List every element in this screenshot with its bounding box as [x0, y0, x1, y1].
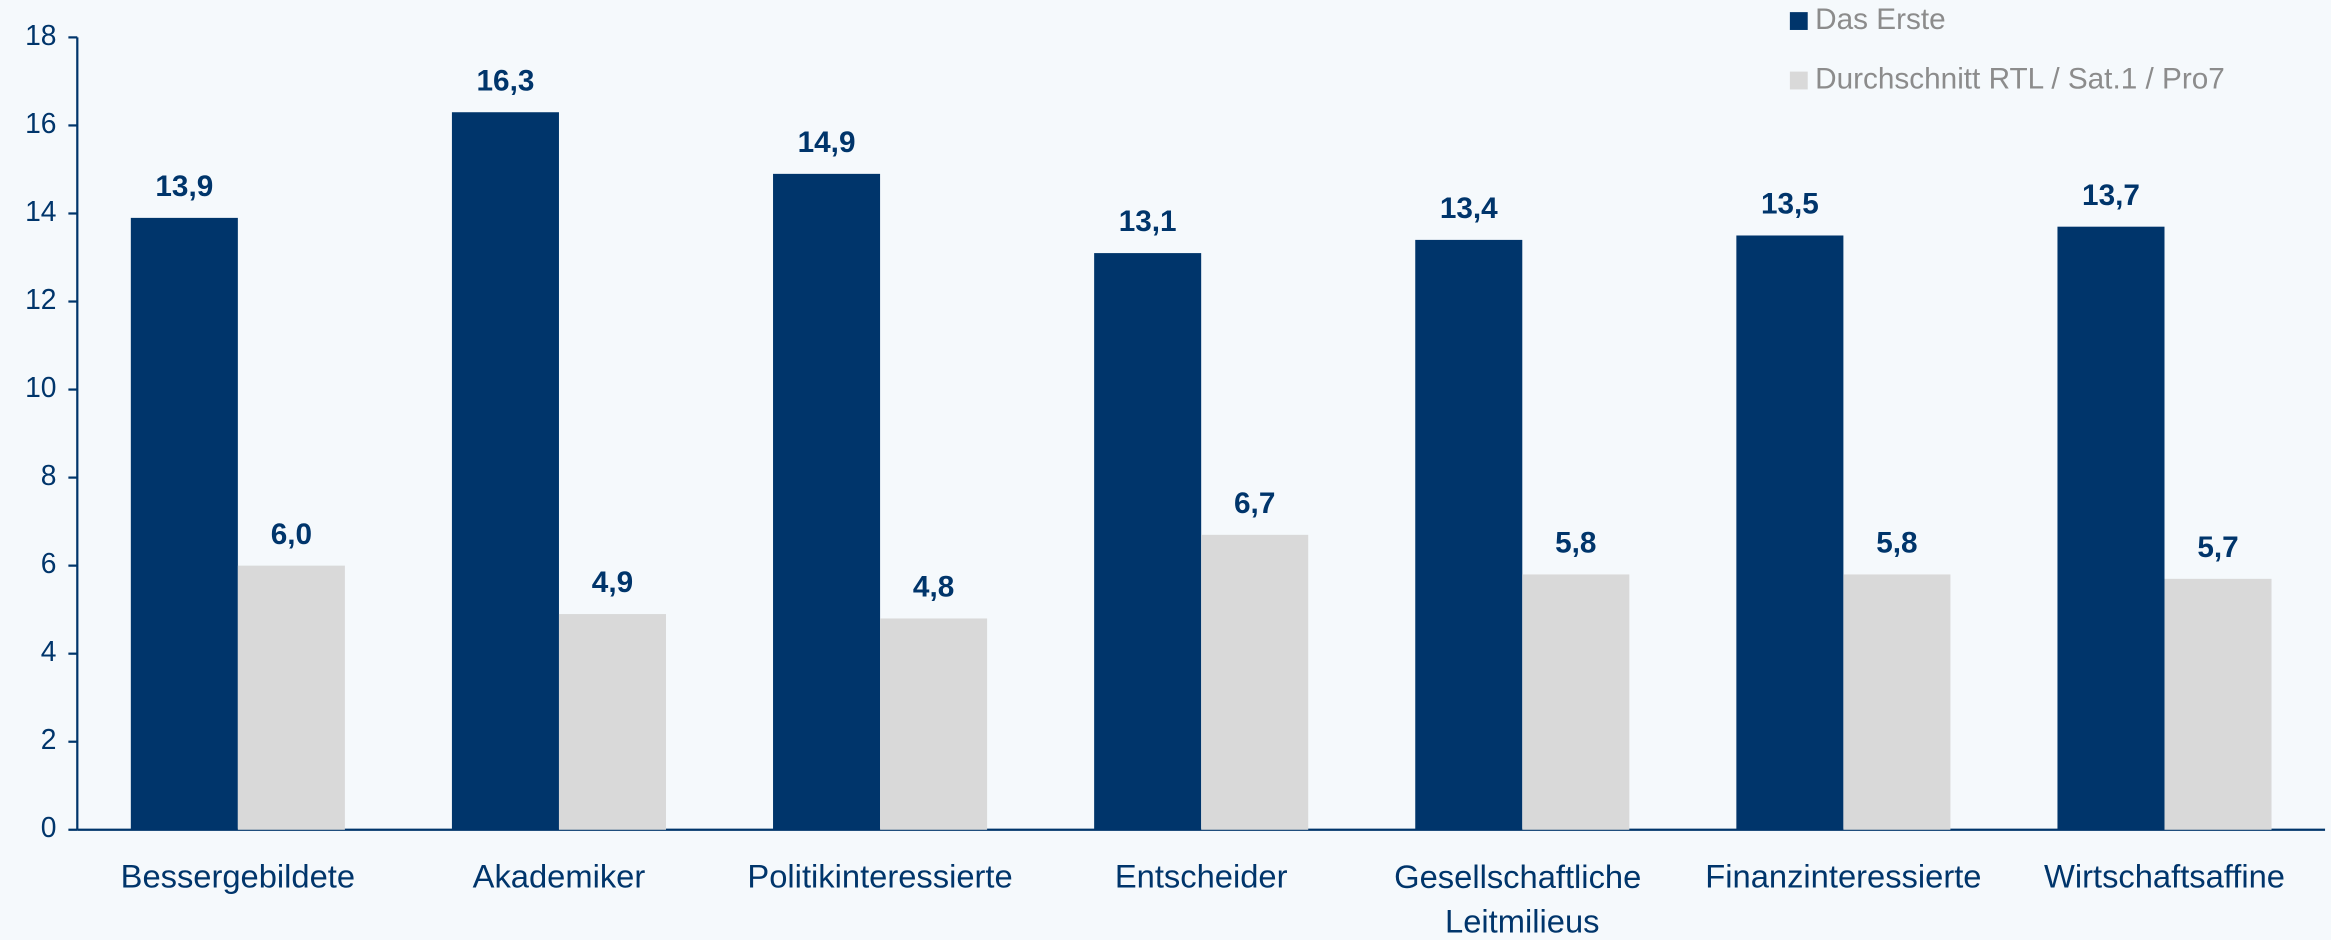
x-tick-label-line: Gesellschaftliche: [1394, 857, 1650, 894]
x-tick-label: Politikinteressierte: [747, 857, 1012, 894]
value-label: 6,0: [271, 518, 312, 551]
bar: [1201, 534, 1309, 830]
value-label: 13,7: [2082, 179, 2140, 212]
bar: [451, 112, 559, 830]
y-tick-label: 8: [41, 459, 57, 491]
value-label: 5,7: [2197, 531, 2238, 564]
y-tick-label: 12: [25, 283, 56, 315]
value-label: 5,8: [1555, 527, 1596, 560]
bar: [130, 217, 238, 830]
x-tick-label-line: Leitmilieus: [1445, 902, 1599, 939]
bar: [558, 614, 666, 830]
y-tick-label: 2: [41, 723, 57, 755]
legend-swatch: [1789, 12, 1808, 30]
value-label: 14,9: [798, 126, 856, 159]
value-label: 16,3: [477, 64, 535, 97]
y-tick-label: 6: [41, 547, 57, 579]
value-label: 13,4: [1440, 192, 1498, 225]
y-tick-label: 0: [41, 811, 57, 843]
value-label: 5,8: [1876, 527, 1917, 560]
value-label: 4,8: [913, 571, 954, 604]
x-tick-label: Gesellschaftliche Leitmilieus: [1394, 857, 1650, 939]
bar: [2164, 578, 2272, 830]
bar: [1843, 574, 1951, 830]
y-tick-label: 18: [25, 19, 56, 51]
bar: [1415, 239, 1523, 830]
bar: [1736, 235, 1844, 830]
x-tick-label: Finanzinteressierte: [1705, 857, 1981, 894]
value-label: 6,7: [1234, 487, 1275, 520]
value-label: 4,9: [592, 566, 633, 599]
y-tick-label: 10: [25, 371, 56, 403]
bar: [773, 173, 881, 830]
bar: [1522, 574, 1630, 830]
y-tick-label: 14: [25, 195, 56, 227]
legend-label: Durchschnitt RTL / Sat.1 / Pro7: [1815, 62, 2225, 95]
bar: [1094, 253, 1202, 830]
bar: [237, 565, 345, 830]
x-tick-label: Bessergebildete: [121, 857, 355, 894]
x-tick-label: Entscheider: [1115, 857, 1288, 894]
x-tick-label: Akademiker: [473, 857, 646, 894]
value-label: 13,5: [1761, 188, 1819, 221]
bar: [2057, 226, 2165, 830]
x-tick-label: Wirtschaftsaffine: [2044, 857, 2285, 894]
legend-swatch: [1789, 71, 1808, 90]
value-label: 13,1: [1119, 205, 1177, 238]
y-tick-label: 4: [41, 635, 57, 667]
y-tick-label: 16: [25, 107, 56, 139]
value-label: 13,9: [155, 170, 213, 203]
bar: [880, 618, 988, 830]
legend-label: Das Erste: [1815, 3, 1945, 36]
